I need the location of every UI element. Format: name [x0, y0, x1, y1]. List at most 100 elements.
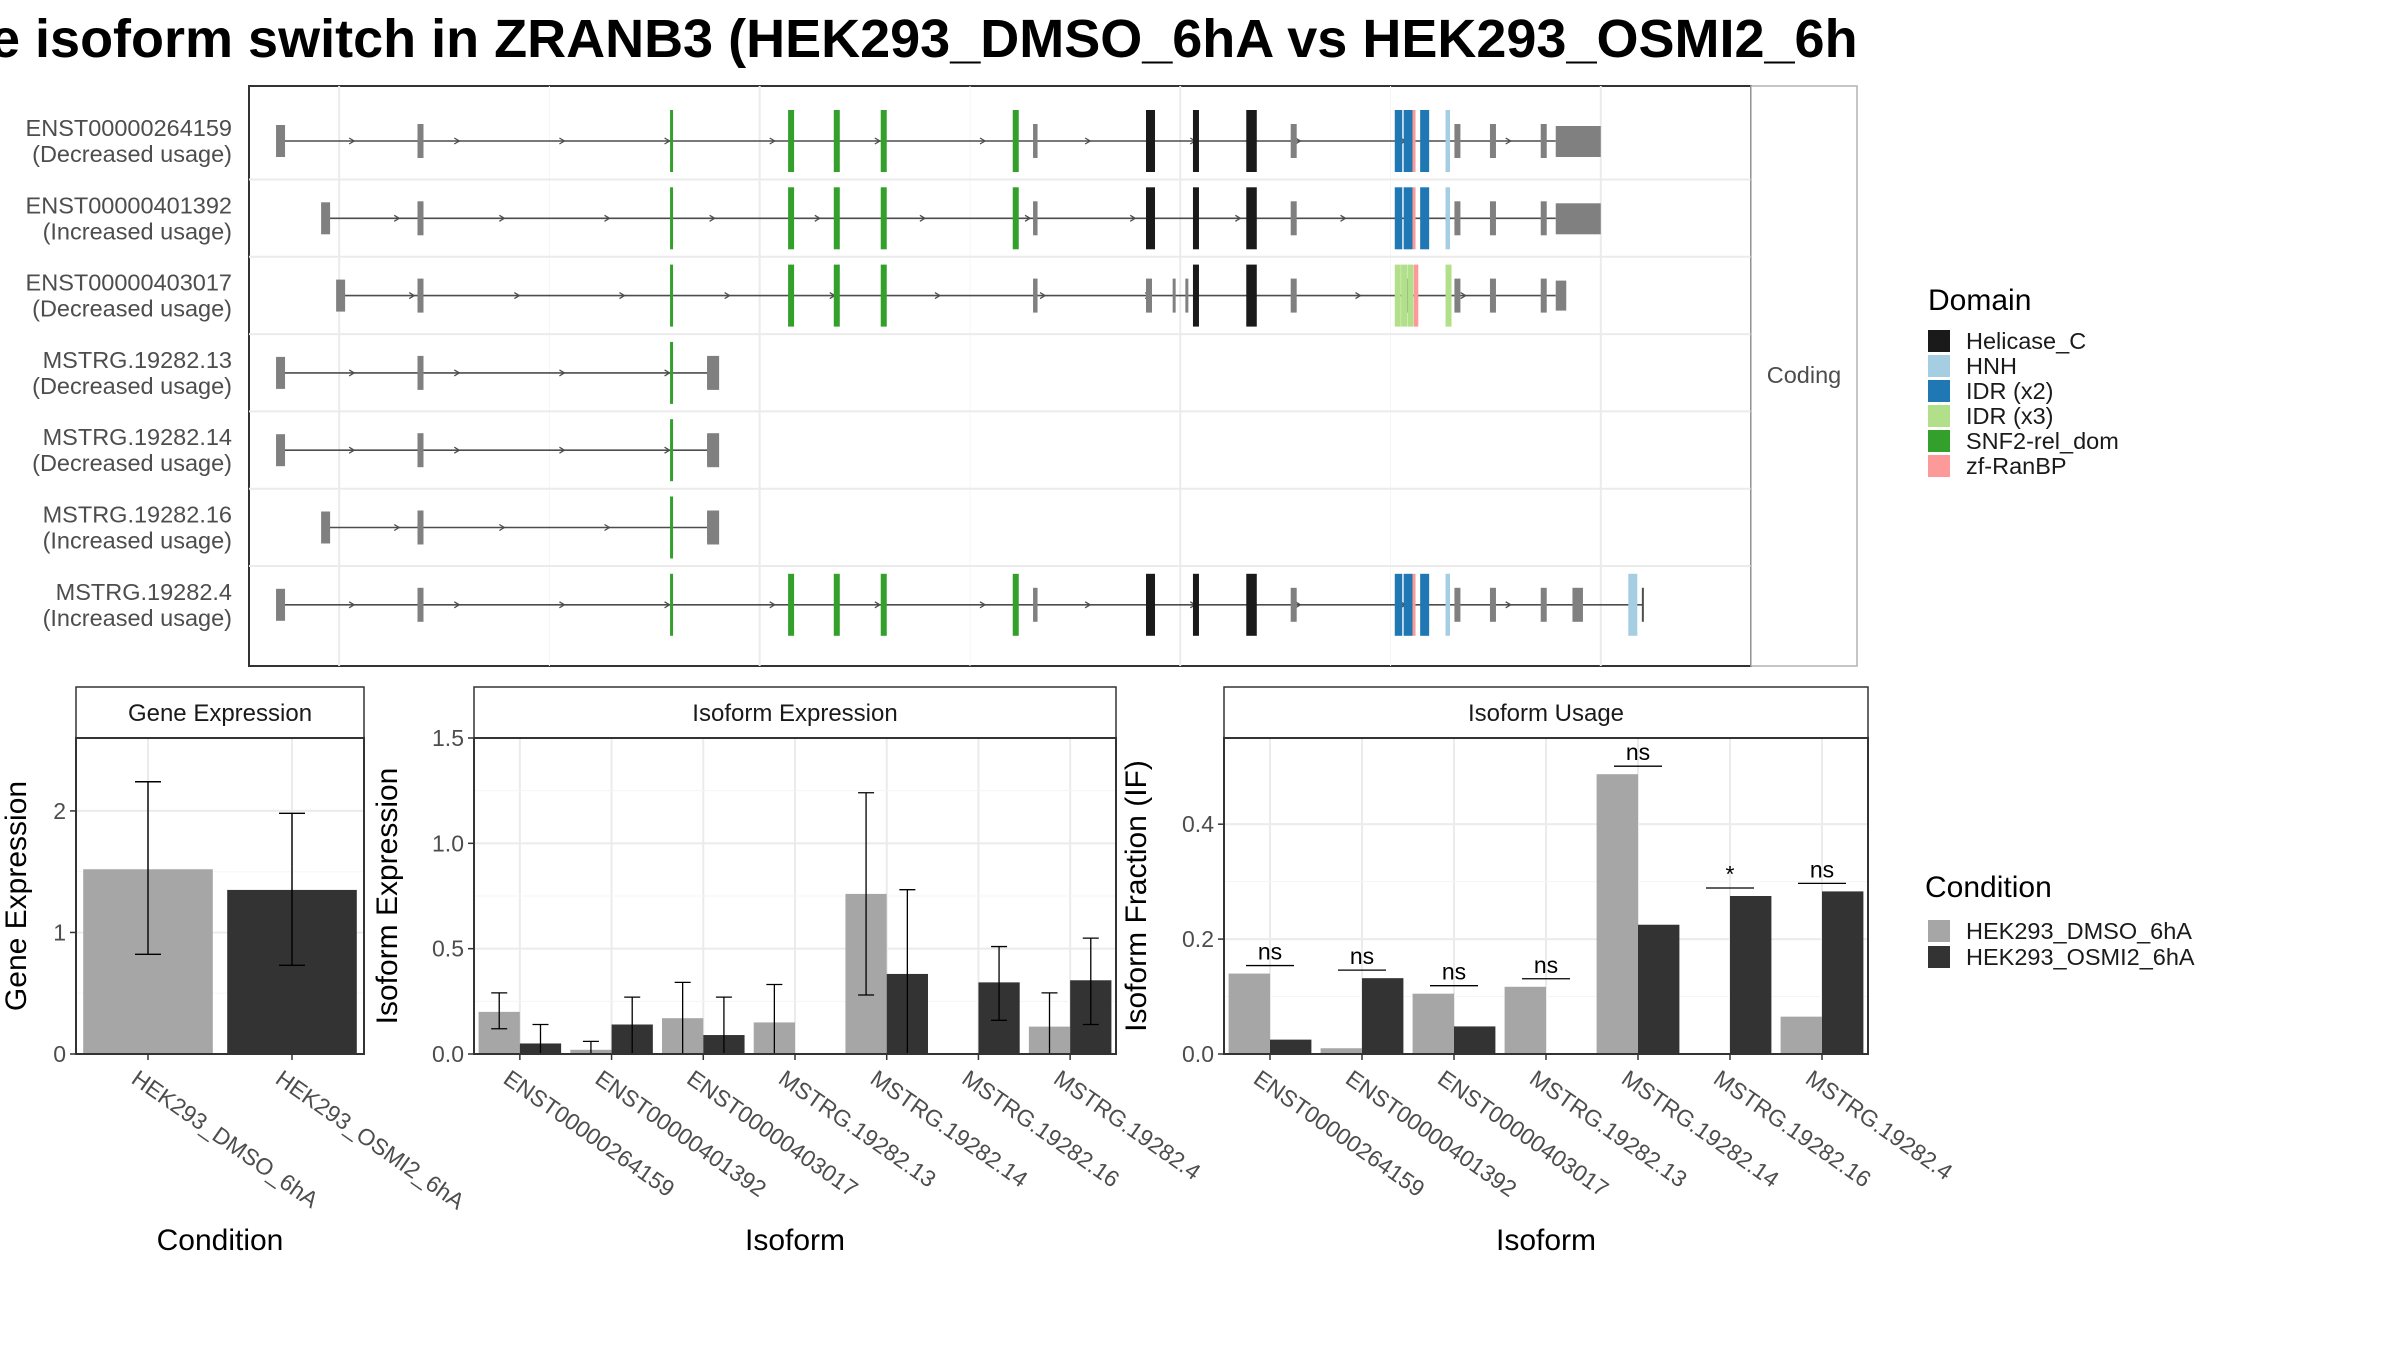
- plot-border: [1223, 737, 1869, 1055]
- domain-legend-title: Domain: [1928, 284, 2031, 317]
- strand-arrow: [1340, 214, 1347, 222]
- panel-strip: [75, 686, 365, 739]
- domain-exon: [1012, 187, 1019, 250]
- first-exon: [321, 202, 331, 235]
- domain-exon: [670, 496, 674, 559]
- strand-arrow: [499, 523, 506, 532]
- exon: [1540, 278, 1547, 313]
- exon: [417, 355, 424, 390]
- significance-label: ns: [1810, 856, 1834, 882]
- exon: [417, 201, 424, 236]
- plot-border: [75, 737, 365, 1055]
- significance-label: ns: [1442, 959, 1466, 985]
- domain-block: [1445, 187, 1451, 250]
- usage-label: (Decreased usage): [32, 296, 232, 322]
- exon: [1033, 124, 1038, 158]
- domain-exon: [670, 110, 674, 172]
- domain-exon: [833, 264, 840, 327]
- panel-strip: [1223, 686, 1869, 739]
- y-tick-label: 0: [53, 1041, 66, 1067]
- domain-exon: [1146, 187, 1156, 250]
- strand-arrow: [664, 369, 671, 377]
- last-exon: [1555, 126, 1601, 157]
- strand-arrow: [393, 523, 401, 532]
- transcript-label: MSTRG.19282.16: [43, 502, 232, 528]
- strand-arrow: [664, 446, 671, 454]
- strand-arrow: [1355, 292, 1362, 300]
- domain-exon: [1246, 573, 1257, 636]
- strand-arrow: [604, 214, 611, 222]
- first-exon: [276, 356, 286, 389]
- y-tick-label: 2: [53, 798, 66, 824]
- y-tick-label: 1.0: [432, 830, 464, 856]
- first-exon: [276, 434, 286, 467]
- domain-exon: [1146, 573, 1156, 636]
- strand-arrow: [769, 137, 776, 145]
- usage-label: (Decreased usage): [32, 141, 232, 167]
- transcript-ENST00000264159: [276, 110, 1601, 172]
- usage-label: (Increased usage): [43, 218, 232, 244]
- legend-label: IDR (x3): [1966, 403, 2053, 429]
- x-tick-label: ENST00000264159: [1249, 1065, 1429, 1202]
- y-tick-label: 1.5: [432, 725, 464, 751]
- x-tick-label: ENST00000403017: [682, 1065, 862, 1202]
- panel-title: Isoform Expression: [692, 700, 897, 727]
- y-axis-title: Isoform Expression: [371, 768, 404, 1025]
- strand-arrow: [979, 601, 987, 609]
- legend-label: HEK293_OSMI2_6hA: [1966, 944, 2195, 970]
- exon: [1540, 201, 1547, 236]
- domain-exon: [833, 110, 840, 172]
- domain-exon: [833, 573, 840, 636]
- domain-exon: [670, 341, 674, 404]
- exon: [417, 124, 424, 158]
- structure-panel-border: [248, 85, 1752, 667]
- exon: [1454, 587, 1461, 622]
- facet-strip-label: Coding: [1767, 362, 1841, 388]
- exon: [417, 433, 424, 468]
- strand-arrow: [348, 369, 356, 377]
- isoform-expression-panel: Isoform Expression 0.0 0.5 1.0 1.5 ENST000002…: [371, 686, 1206, 1257]
- legend-swatch: [1928, 380, 1950, 402]
- strand-arrow: [619, 292, 626, 300]
- exon: [1454, 201, 1461, 236]
- x-tick-label: MSTRG.19282.14: [866, 1065, 1033, 1193]
- domain-exon: [1246, 110, 1257, 172]
- domain-exon: [788, 110, 795, 172]
- significance-label: *: [1726, 861, 1735, 887]
- domain-block: [1403, 187, 1413, 250]
- strand-arrow: [604, 523, 611, 532]
- domain-exon: [880, 187, 887, 250]
- legend-label: HEK293_DMSO_6hA: [1966, 918, 2192, 944]
- domain-block: [1403, 110, 1413, 172]
- bar: [1730, 896, 1772, 1054]
- structure-rows: [276, 110, 1644, 636]
- strand-arrow: [769, 601, 776, 609]
- bar: [1454, 1026, 1496, 1054]
- domain-block: [1420, 110, 1430, 172]
- domain-exon: [1192, 187, 1199, 250]
- transcript-label: MSTRG.19282.4: [56, 579, 232, 605]
- domain-exon: [670, 264, 674, 327]
- strand-arrow: [453, 446, 461, 454]
- exon: [1489, 278, 1496, 313]
- bar: [1412, 993, 1454, 1054]
- legend-label: zf-RanBP: [1966, 453, 2067, 479]
- domain-block: [1420, 187, 1430, 250]
- strand-arrow: [453, 369, 461, 377]
- strand-arrow: [559, 601, 566, 609]
- strand-arrow: [709, 214, 716, 222]
- bar: [1320, 1048, 1362, 1054]
- strand-arrow: [874, 137, 882, 145]
- last-exon: [1555, 203, 1601, 235]
- x-axis-title: Isoform: [1496, 1224, 1596, 1257]
- strand-arrow: [814, 214, 822, 222]
- strand-arrow: [559, 446, 566, 454]
- domain-exon: [1628, 573, 1638, 636]
- x-tick-label: ENST00000401392: [1341, 1065, 1521, 1202]
- domain-exon: [1146, 110, 1156, 172]
- strand-arrow: [514, 292, 521, 300]
- strand-arrow: [664, 137, 671, 145]
- domain-exon: [1246, 264, 1257, 327]
- structure-gridlines: [249, 86, 1751, 666]
